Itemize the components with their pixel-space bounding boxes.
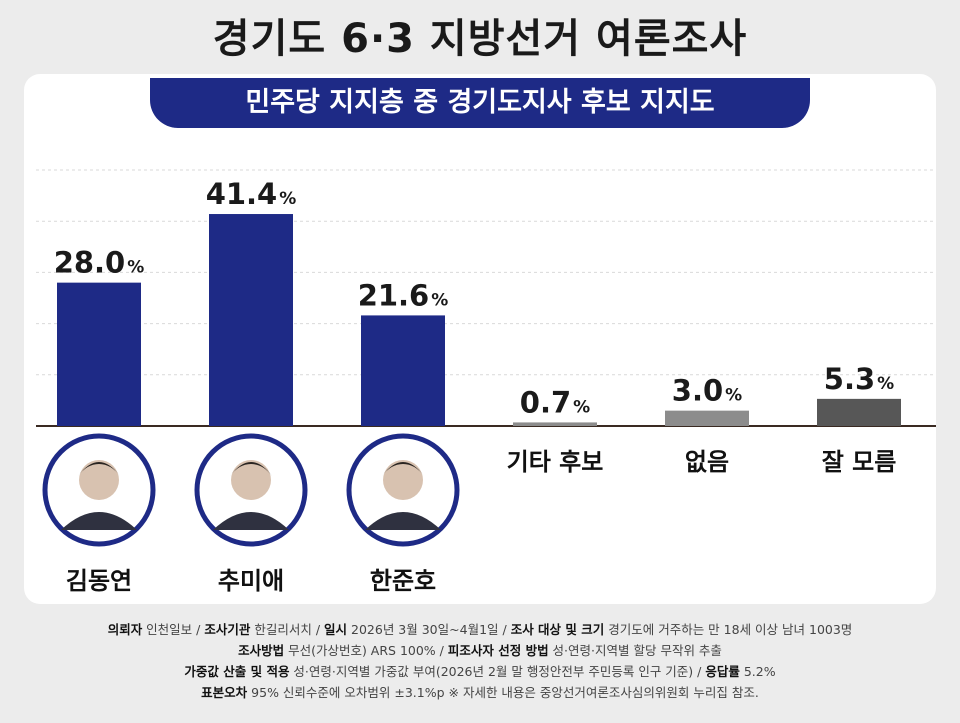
bar-1 (209, 214, 293, 426)
photo-face (231, 460, 271, 500)
bar-5 (817, 398, 901, 426)
value-label-2: 21.6% (358, 278, 449, 312)
footnote-value: 성·연령·지역별 할당 무작위 추출 (548, 643, 722, 658)
footnote-label: 피조사자 선정 방법 (447, 643, 549, 658)
footnote-label: 가중값 산출 및 적용 (184, 664, 290, 679)
bar-4 (665, 410, 749, 426)
bar-3 (513, 422, 597, 426)
footnote-label: 응답률 (705, 664, 740, 679)
category-label-4: 없음 (685, 448, 729, 476)
footnote-separator: / (192, 622, 205, 637)
category-label-1: 추미애 (218, 567, 284, 595)
category-label-0: 김동연 (66, 567, 132, 595)
footnote-separator: / (498, 622, 511, 637)
category-label-2: 한준호 (370, 567, 436, 595)
footnote-value: 95% 신뢰수준에 오차범위 ±3.1%p ※ 자세한 내용은 중앙선거여론조사… (247, 685, 759, 700)
footnote-separator: / (693, 664, 706, 679)
photo-face (383, 460, 423, 500)
footnote-label: 조사 대상 및 크기 (510, 622, 605, 637)
footnote-value: 5.2% (739, 664, 776, 679)
value-label-0: 28.0% (54, 246, 145, 280)
bar-2 (361, 315, 445, 426)
footnote-separator: / (435, 643, 448, 658)
footnote-row-1: 의뢰자 인천일보 / 조사기관 한길리서치 / 일시 2026년 3월 30일~… (0, 619, 960, 640)
photo-hair (382, 462, 424, 476)
value-label-3: 0.7% (520, 385, 590, 419)
value-label-5: 5.3% (824, 362, 894, 396)
photo-hair (78, 462, 120, 476)
footnote-label: 표본오차 (201, 685, 248, 700)
value-label-1: 41.4% (206, 177, 297, 211)
footnote-label: 조사방법 (238, 643, 285, 658)
footnote-row-4: 표본오차 95% 신뢰수준에 오차범위 ±3.1%p ※ 자세한 내용은 중앙선… (0, 682, 960, 703)
footnote-row-2: 조사방법 무선(가상번호) ARS 100% / 피조사자 선정 방법 성·연령… (0, 640, 960, 661)
footnote-separator: / (311, 622, 325, 637)
footnote-row-3: 가중값 산출 및 적용 성·연령·지역별 가중값 부여(2026년 2월 말 행… (0, 661, 960, 682)
footnote-value: 인천일보 (142, 622, 193, 637)
category-label-3: 기타 후보 (507, 448, 604, 476)
bar-chart: 28.0 % 김동연 41.4 % 추미애 21.6 % 한준호 0.7 % 기타 후보 3.0 % 없음 5… (36, 169, 936, 595)
footnote-value: 한길리서치 (250, 622, 312, 637)
footnote-value: 경기도에 거주하는 만 18세 이상 남녀 1003명 (604, 622, 853, 637)
photo-shoulders (365, 512, 441, 530)
category-label-5: 잘 모름 (822, 448, 897, 476)
footnote-value: 무선(가상번호) ARS 100% (284, 643, 436, 658)
photo-face (79, 460, 119, 500)
photo-shoulders (213, 512, 289, 530)
footnote-label: 일시 (324, 622, 348, 637)
value-label-4: 3.0% (672, 374, 742, 408)
footnote-value: 2026년 3월 30일~4월1일 (347, 622, 499, 637)
footnote-label: 의뢰자 (107, 622, 143, 637)
footnote-value: 성·연령·지역별 가중값 부여(2026년 2월 말 행정안전부 주민등록 인구… (289, 664, 694, 679)
chart-subtitle: 민주당 지지층 중 경기도지사 후보 지지도 (150, 78, 810, 128)
footnote-label: 조사기관 (204, 622, 251, 637)
bar-0 (57, 282, 141, 426)
page-title: 경기도 6·3 지방선거 여론조사 (212, 16, 748, 62)
photo-shoulders (61, 512, 137, 530)
survey-footnote: 의뢰자 인천일보 / 조사기관 한길리서치 / 일시 2026년 3월 30일~… (0, 619, 960, 703)
chart-panel (24, 74, 936, 604)
photo-hair (230, 462, 272, 476)
